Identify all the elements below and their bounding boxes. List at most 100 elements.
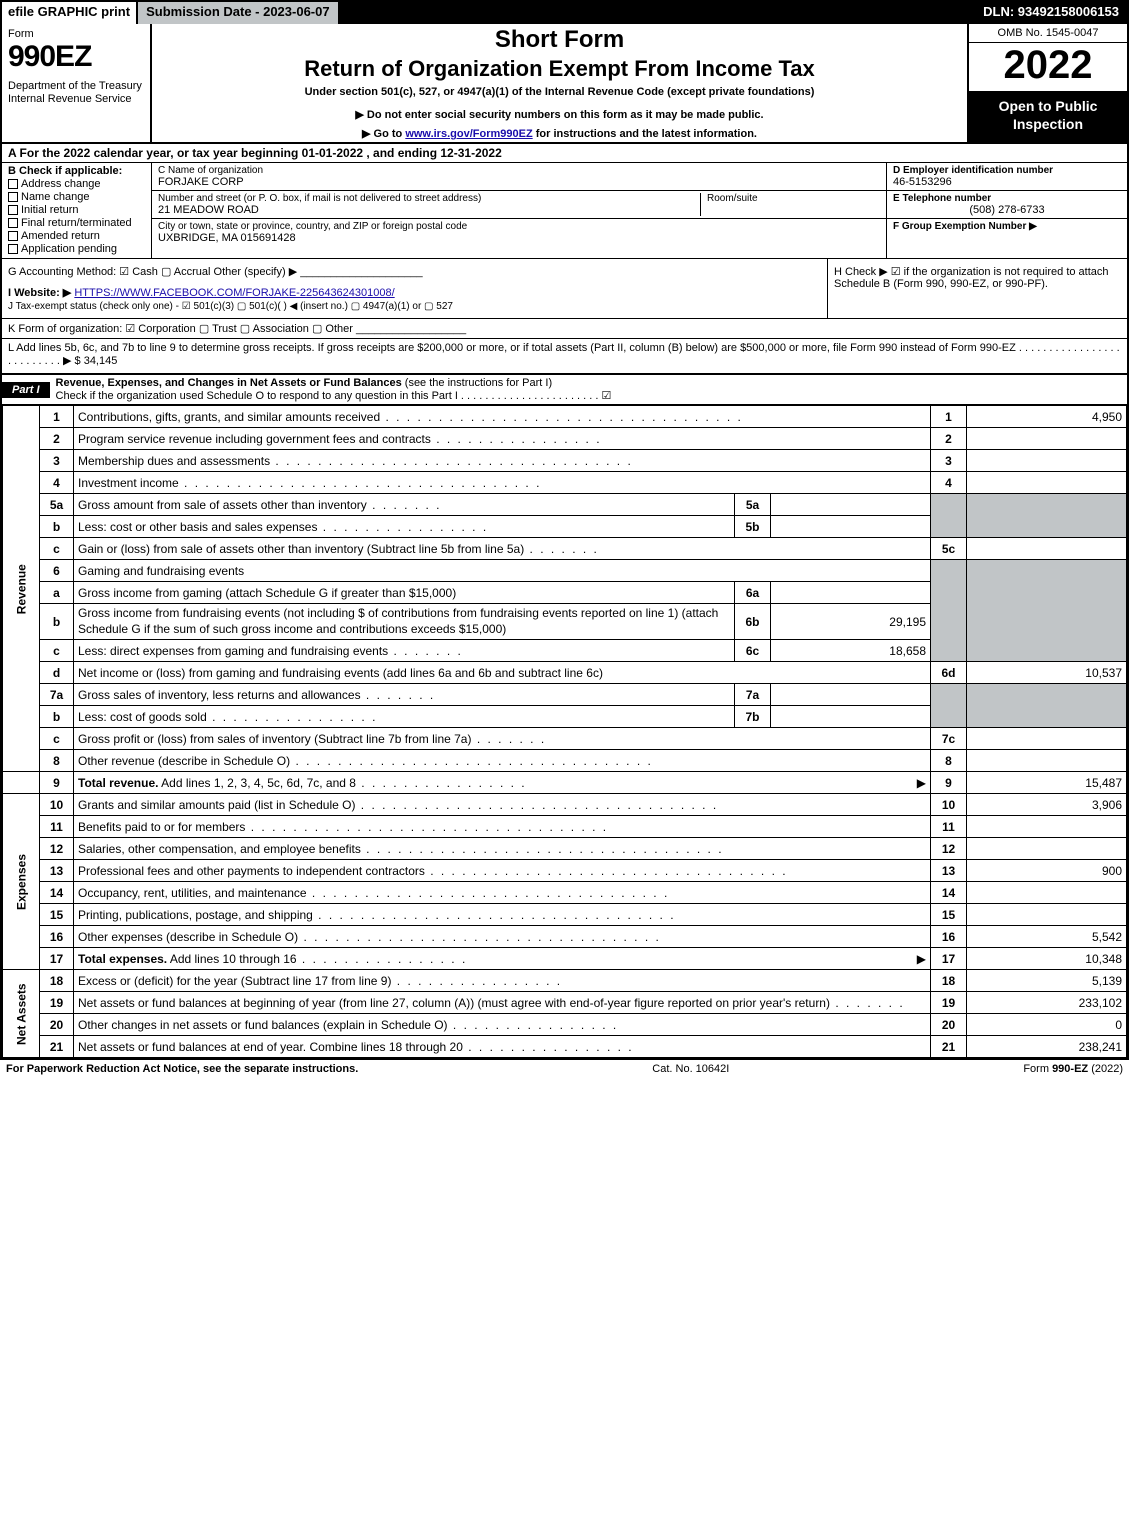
part-i-check: Check if the organization used Schedule … bbox=[56, 389, 612, 402]
r3-no: 3 bbox=[40, 450, 74, 472]
r14-rn: 14 bbox=[931, 882, 967, 904]
header-left: Form 990EZ Department of the Treasury In… bbox=[2, 24, 152, 142]
r7c-text: Gross profit or (loss) from sales of inv… bbox=[74, 728, 931, 750]
r7b-sv bbox=[771, 706, 931, 728]
r14-text: Occupancy, rent, utilities, and maintena… bbox=[74, 882, 931, 904]
r13-text: Professional fees and other payments to … bbox=[74, 860, 931, 882]
col-c: C Name of organization FORJAKE CORP Numb… bbox=[152, 163, 887, 258]
r7b-no: b bbox=[40, 706, 74, 728]
r6d-rn: 6d bbox=[931, 662, 967, 684]
r21-no: 21 bbox=[40, 1036, 74, 1058]
org-name: FORJAKE CORP bbox=[158, 176, 263, 188]
r18-rv: 5,139 bbox=[967, 970, 1127, 992]
r17-rv: 10,348 bbox=[967, 948, 1127, 970]
r5a-sl: 5a bbox=[735, 494, 771, 516]
k-form-of-org: K Form of organization: ☑ Corporation ▢ … bbox=[2, 319, 1127, 339]
short-form-heading: Short Form bbox=[158, 26, 961, 54]
r14-no: 14 bbox=[40, 882, 74, 904]
goto-pre: ▶ Go to bbox=[362, 128, 405, 140]
r3-text: Membership dues and assessments bbox=[74, 450, 931, 472]
r3-rn: 3 bbox=[931, 450, 967, 472]
r1-text: Contributions, gifts, grants, and simila… bbox=[74, 406, 931, 428]
r13-no: 13 bbox=[40, 860, 74, 882]
c-name-lbl: C Name of organization bbox=[158, 165, 263, 176]
efile-graphic-print[interactable]: efile GRAPHIC print bbox=[2, 2, 136, 24]
r7ab-rv-gray bbox=[967, 684, 1127, 728]
r17-no: 17 bbox=[40, 948, 74, 970]
r5b-sl: 5b bbox=[735, 516, 771, 538]
r5a-no: 5a bbox=[40, 494, 74, 516]
r6b-sv: 29,195 bbox=[771, 604, 931, 640]
chk-application-pending[interactable]: Application pending bbox=[8, 243, 145, 255]
instructions-link[interactable]: www.irs.gov/Form990EZ bbox=[405, 128, 532, 140]
chk-amended-return[interactable]: Amended return bbox=[8, 230, 145, 242]
form-990ez: efile GRAPHIC print Submission Date - 20… bbox=[0, 0, 1129, 1060]
r6a-sl: 6a bbox=[735, 582, 771, 604]
footer-form: Form 990-EZ (2022) bbox=[1023, 1063, 1123, 1075]
room-suite: Room/suite bbox=[700, 193, 880, 216]
i-website-line: I Website: ▶ HTTPS://WWW.FACEBOOK.COM/FO… bbox=[8, 286, 821, 299]
part-i-title: Revenue, Expenses, and Changes in Net As… bbox=[50, 375, 618, 404]
omb-number: OMB No. 1545-0047 bbox=[969, 24, 1127, 43]
i-website-lbl: I Website: ▶ bbox=[8, 287, 71, 299]
g-accounting: G Accounting Method: ☑ Cash ▢ Accrual Ot… bbox=[8, 265, 821, 278]
col-d: D Employer identification number 46-5153… bbox=[887, 163, 1127, 258]
r9-rv: 15,487 bbox=[967, 772, 1127, 794]
r6a-no: a bbox=[40, 582, 74, 604]
r15-text: Printing, publications, postage, and shi… bbox=[74, 904, 931, 926]
r18-text: Excess or (deficit) for the year (Subtra… bbox=[74, 970, 931, 992]
r7c-rn: 7c bbox=[931, 728, 967, 750]
e-tel-lbl: E Telephone number bbox=[893, 193, 1121, 204]
e-tel: (508) 278-6733 bbox=[893, 204, 1121, 216]
r15-no: 15 bbox=[40, 904, 74, 926]
r20-rv: 0 bbox=[967, 1014, 1127, 1036]
header-mid: Short Form Return of Organization Exempt… bbox=[152, 24, 969, 142]
submission-date: Submission Date - 2023-06-07 bbox=[138, 2, 338, 24]
vtab-expenses: Expenses bbox=[3, 794, 40, 970]
r5ab-rv-gray bbox=[967, 494, 1127, 538]
r18-no: 18 bbox=[40, 970, 74, 992]
top-bar: efile GRAPHIC print Submission Date - 20… bbox=[2, 2, 1127, 24]
r6c-sv: 18,658 bbox=[771, 640, 931, 662]
r4-rn: 4 bbox=[931, 472, 967, 494]
chk-name-change[interactable]: Name change bbox=[8, 191, 145, 203]
r6-no: 6 bbox=[40, 560, 74, 582]
r5c-no: c bbox=[40, 538, 74, 560]
chk-initial-return[interactable]: Initial return bbox=[8, 204, 145, 216]
r18-rn: 18 bbox=[931, 970, 967, 992]
instructions-link-line: ▶ Go to www.irs.gov/Form990EZ for instru… bbox=[158, 127, 961, 140]
r6d-text: Net income or (loss) from gaming and fun… bbox=[74, 662, 931, 684]
chk-final-return[interactable]: Final return/terminated bbox=[8, 217, 145, 229]
j-tax-exempt: J Tax-exempt status (check only one) - ☑… bbox=[8, 301, 821, 312]
col-h: H Check ▶ ☑ if the organization is not r… bbox=[827, 259, 1127, 318]
footer-paperwork: For Paperwork Reduction Act Notice, see … bbox=[6, 1063, 358, 1075]
dln: DLN: 93492158006153 bbox=[975, 2, 1127, 24]
department: Department of the Treasury Internal Reve… bbox=[8, 80, 144, 105]
tax-year: 2022 bbox=[969, 43, 1127, 92]
r16-rv: 5,542 bbox=[967, 926, 1127, 948]
e-tel-cell: E Telephone number (508) 278-6733 bbox=[887, 191, 1127, 219]
r7c-rv bbox=[967, 728, 1127, 750]
r10-no: 10 bbox=[40, 794, 74, 816]
r1-no: 1 bbox=[40, 406, 74, 428]
r19-rv: 233,102 bbox=[967, 992, 1127, 1014]
r2-rn: 2 bbox=[931, 428, 967, 450]
row-a-tax-year: A For the 2022 calendar year, or tax yea… bbox=[2, 144, 1127, 163]
r7c-no: c bbox=[40, 728, 74, 750]
r5b-no: b bbox=[40, 516, 74, 538]
r6-rn-gray bbox=[931, 560, 967, 662]
r9-rn: 9 bbox=[931, 772, 967, 794]
l-gross-receipts: L Add lines 5b, 6c, and 7b to line 9 to … bbox=[2, 339, 1127, 375]
r11-rv bbox=[967, 816, 1127, 838]
r6a-sv bbox=[771, 582, 931, 604]
c-name-cell: C Name of organization FORJAKE CORP bbox=[152, 163, 886, 191]
r6c-no: c bbox=[40, 640, 74, 662]
r14-rv bbox=[967, 882, 1127, 904]
chk-address-change[interactable]: Address change bbox=[8, 178, 145, 190]
c-city-lbl: City or town, state or province, country… bbox=[158, 221, 467, 232]
r5b-text: Less: cost or other basis and sales expe… bbox=[74, 516, 735, 538]
r13-rn: 13 bbox=[931, 860, 967, 882]
website-link[interactable]: HTTPS://WWW.FACEBOOK.COM/FORJAKE-2256436… bbox=[74, 287, 394, 299]
vtab-net-assets: Net Assets bbox=[3, 970, 40, 1058]
r7b-text: Less: cost of goods sold bbox=[74, 706, 735, 728]
